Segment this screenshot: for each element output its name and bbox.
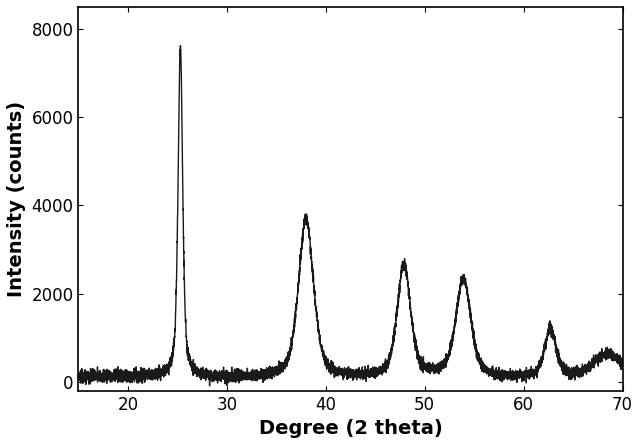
X-axis label: Degree (2 theta): Degree (2 theta) xyxy=(259,419,442,438)
Y-axis label: Intensity (counts): Intensity (counts) xyxy=(7,101,26,297)
